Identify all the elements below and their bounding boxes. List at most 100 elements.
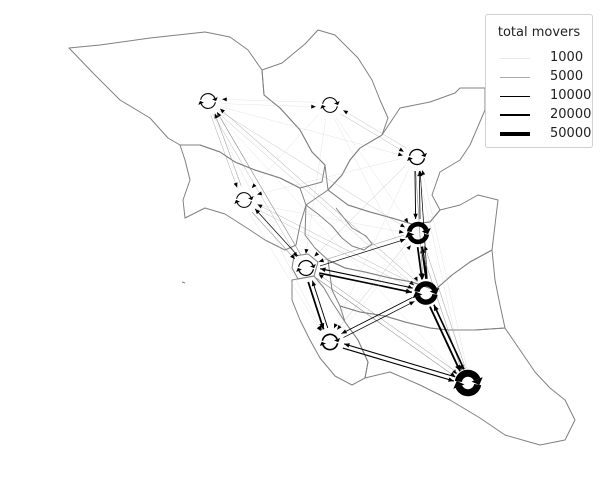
flow-line: [222, 99, 317, 103]
flow-napa-to-marin: [251, 113, 320, 189]
legend-label: 50000: [550, 126, 592, 141]
self-loop-arc: [455, 383, 482, 397]
flow-arrowhead: [403, 217, 409, 223]
flow-san-mateo-to-san-francisco: [311, 280, 329, 329]
self-loop-arc: [298, 259, 314, 267]
flow-san-francisco-to-contra-costa: [319, 238, 406, 267]
flow-arrowhead: [399, 223, 405, 228]
flow-line: [216, 111, 415, 286]
legend-entry-50000: 50000: [498, 125, 592, 144]
self-loop-arc: [236, 192, 252, 199]
flow-marin-to-san-francisco: [251, 211, 296, 260]
self-loop-arrowhead: [429, 287, 440, 295]
flow-line: [319, 238, 406, 267]
flow-line: [257, 204, 415, 285]
flow-santa-clara-to-san-francisco: [318, 274, 458, 374]
flow-arrowhead: [257, 204, 263, 209]
flow-solano-to-napa: [343, 110, 407, 149]
flow-marin-to-san-mateo: [249, 213, 321, 332]
county-boundary-marin: [179, 144, 307, 251]
flow-arrowhead: [319, 322, 325, 330]
flow-arrowhead: [420, 246, 426, 254]
self-loop-arc: [200, 102, 216, 109]
self-loop-arc: [321, 333, 338, 342]
flow-line: [318, 234, 405, 262]
flow-arrowhead: [421, 170, 426, 176]
flow-sonoma-to-solano: [220, 106, 403, 157]
flow-line: [315, 277, 456, 377]
flow-sonoma-to-alameda: [216, 111, 415, 286]
self-loop-arrowhead: [248, 196, 254, 201]
flow-line: [215, 112, 457, 375]
farallon-islands: [181, 281, 186, 284]
self-loop-arrowhead: [405, 231, 415, 239]
flow-alameda-to-marin: [257, 204, 415, 285]
self-loop-arc: [322, 106, 338, 113]
flow-sonoma-to-napa: [221, 103, 316, 109]
flow-line: [333, 168, 410, 329]
flow-line: [343, 301, 415, 338]
flow-arrowhead: [255, 208, 261, 215]
self-loop-arc: [322, 342, 339, 351]
node-napa-self-loop: [320, 97, 340, 113]
flow-line: [343, 110, 407, 149]
legend-entry-1000: 1000: [498, 49, 588, 68]
legend-label: 1000: [550, 50, 584, 65]
flow-solano-to-san-mateo: [333, 168, 410, 329]
county-boundaries: [68, 29, 576, 446]
self-loop-arc: [414, 281, 437, 293]
flow-alameda-to-san-mateo: [341, 297, 413, 335]
self-loop-arrowhead: [296, 267, 302, 272]
flow-line: [319, 272, 413, 294]
flow-contra-costa-to-san-mateo: [336, 242, 408, 330]
node-santa-clara-self-loop: [453, 369, 483, 397]
flow-line: [341, 297, 413, 335]
flow-arrowhead: [318, 258, 324, 263]
flow-arrowhead: [311, 104, 316, 109]
flow-arrowhead: [398, 229, 404, 234]
self-loop-arrowhead: [198, 100, 204, 105]
flow-sonoma-to-contra-costa: [218, 110, 406, 228]
flow-napa-to-contra-costa: [336, 117, 409, 223]
flow-line: [214, 113, 242, 187]
flow-arrowhead: [316, 326, 321, 332]
flow-alameda-to-santa-clara: [429, 306, 461, 372]
flow-line: [249, 213, 321, 332]
legend-label: 5000: [550, 69, 584, 84]
flow-alameda-to-sonoma: [219, 108, 418, 283]
flow-arrowhead: [424, 245, 429, 251]
self-loop-arrowhead: [453, 381, 465, 389]
flow-arrowhead: [304, 248, 309, 254]
legend-entry-5000: 5000: [498, 68, 588, 87]
legend-entry-20000: 20000: [498, 106, 592, 125]
legend-label: 20000: [550, 107, 592, 122]
flow-santa-clara-to-solano: [421, 170, 468, 369]
flow-arrowhead: [341, 329, 348, 334]
flow-line: [311, 280, 329, 329]
node-marin-self-loop: [234, 192, 254, 208]
self-loop-arrowhead: [421, 227, 431, 235]
flow-arrowhead: [333, 323, 338, 329]
flow-line: [307, 281, 325, 330]
flow-arrowhead: [405, 288, 412, 294]
flow-arrowhead: [219, 108, 225, 114]
bay-shoreline: [305, 204, 373, 251]
flow-alameda-to-contra-costa: [420, 246, 428, 279]
flow-line: [305, 118, 326, 254]
self-loop-arc: [407, 233, 430, 245]
flow-arrowhead: [409, 301, 415, 306]
node-alameda-self-loop: [412, 281, 440, 305]
self-loop-arc: [454, 369, 481, 383]
county-boundary-sonoma: [68, 31, 326, 189]
self-loop-arrowhead: [320, 104, 326, 109]
flow-line: [340, 113, 404, 152]
flow-line: [336, 242, 408, 330]
flow-line: [424, 245, 466, 370]
flow-marin-to-sonoma: [214, 113, 242, 187]
flow-san-francisco-to-sonoma: [216, 111, 302, 255]
flow-arrowhead: [233, 182, 238, 188]
flow-arrowhead: [320, 267, 326, 273]
flow-line: [255, 208, 413, 289]
flow-arrowhead: [290, 254, 295, 260]
